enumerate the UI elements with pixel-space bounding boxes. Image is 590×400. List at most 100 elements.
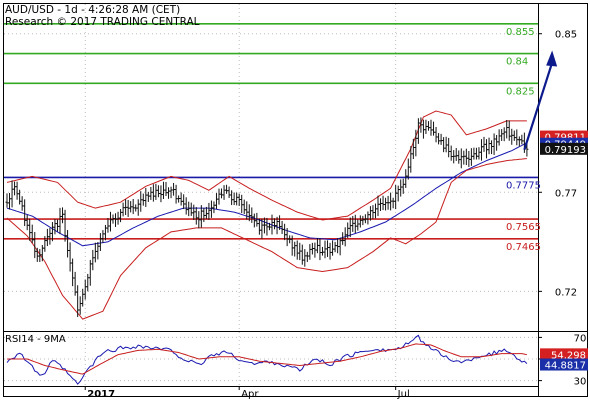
price-bar (356, 219, 360, 231)
price-bar (399, 179, 403, 197)
price-bar (58, 207, 62, 235)
price-bar (250, 207, 254, 223)
price-bar (510, 128, 514, 145)
rsi-tick-label-2: 30 (574, 377, 587, 388)
price-bar (434, 126, 438, 143)
price-bar (225, 184, 229, 194)
rsi-tick-label-0: 70 (574, 333, 587, 344)
price-bar (240, 194, 244, 214)
price-bar (235, 192, 239, 206)
price-bar (220, 188, 224, 199)
price-bar (144, 187, 148, 207)
price-bar (164, 182, 168, 196)
price-bars (5, 117, 529, 318)
price-bar (151, 184, 155, 202)
price-bar (384, 197, 388, 211)
price-bar (91, 249, 95, 271)
price-bar (189, 202, 193, 216)
price-bar (103, 224, 107, 241)
price-bar (119, 209, 123, 223)
price-bar (295, 240, 299, 260)
price-bar (469, 148, 473, 166)
price-bar (474, 147, 478, 160)
price-bar (391, 197, 395, 209)
price-bar (93, 242, 97, 263)
price-bar (432, 121, 436, 136)
time-axis: 2017 Apr Jul (84, 386, 410, 400)
price-bar (66, 229, 70, 258)
price-bar (101, 230, 105, 243)
rsi-tag-2-box (540, 358, 588, 371)
price-bar (318, 238, 322, 261)
chart-credit: Research © 2017 TRADING CENTRAL (5, 16, 200, 28)
price-bar (192, 204, 196, 221)
price-bar (177, 195, 181, 203)
price-bar (326, 240, 330, 257)
price-bar (212, 201, 216, 214)
time-tick-label-2: Jul (397, 389, 410, 400)
price-bar (502, 127, 506, 142)
price-bar (283, 223, 287, 241)
price-bar (464, 148, 468, 166)
price-bar (454, 148, 458, 161)
bollinger-upper-line (6, 110, 527, 221)
target-arrow (523, 50, 558, 150)
price-bar (401, 178, 405, 194)
price-bar (490, 140, 494, 155)
price-bar (222, 185, 226, 200)
price-tag-3-label: 0.79193 (545, 145, 586, 156)
price-bar (500, 129, 504, 141)
price-bar (394, 185, 398, 210)
support-level-1-label: 0.7565 (506, 222, 541, 233)
price-bar (20, 196, 24, 211)
price-bar (520, 134, 524, 145)
price-bar (159, 185, 163, 203)
price-bar (396, 185, 400, 202)
price-bar (232, 192, 236, 206)
price-bar (331, 240, 335, 256)
bollinger-lower-line (6, 158, 527, 320)
price-bar (323, 240, 327, 259)
price-bar (187, 201, 191, 217)
price-bar (207, 202, 211, 220)
rsi-panel-title: RSI14 - 9MA (5, 334, 66, 345)
price-bar (96, 242, 100, 260)
price-bar (141, 193, 145, 206)
price-bar (381, 195, 385, 211)
chart-title: AUD/USD - 1d - 4:26:28 AM (CET) (5, 4, 180, 16)
price-bar (280, 220, 284, 234)
rsi-tag-2-label: 44.8817 (545, 361, 586, 372)
price-bar (209, 200, 213, 218)
price-bar (452, 150, 456, 164)
price-bar (320, 246, 324, 256)
price-bar (333, 241, 337, 253)
price-bar (348, 217, 352, 238)
price-bar (106, 217, 110, 233)
price-bar (15, 181, 19, 200)
price-tick-label-1: 0.77 (555, 188, 577, 199)
price-bar (303, 249, 307, 267)
pivot-level-label: 0.7775 (506, 180, 541, 191)
price-bar (366, 211, 370, 225)
time-tick-label-0: 2017 (87, 389, 115, 400)
price-bar (497, 129, 501, 146)
price-bar (353, 214, 357, 233)
price-bar (5, 193, 9, 208)
price-bar (429, 119, 433, 136)
price-bar (10, 180, 14, 208)
price-bar (156, 185, 160, 198)
price-bar (71, 258, 75, 287)
price-bar (86, 273, 90, 292)
target-arrow-shaft (523, 62, 554, 150)
price-tick-label-0: 0.72 (555, 287, 577, 298)
price-tag-3-box (540, 142, 588, 155)
price-bar (68, 242, 72, 272)
gridlines (4, 4, 538, 386)
price-bar (293, 241, 297, 257)
price-bar (336, 238, 340, 254)
price-bar (13, 181, 17, 196)
rsi-tag-1-label: 54.298 (551, 350, 586, 361)
rsi14-line (6, 334, 528, 385)
price-bar (376, 195, 380, 217)
